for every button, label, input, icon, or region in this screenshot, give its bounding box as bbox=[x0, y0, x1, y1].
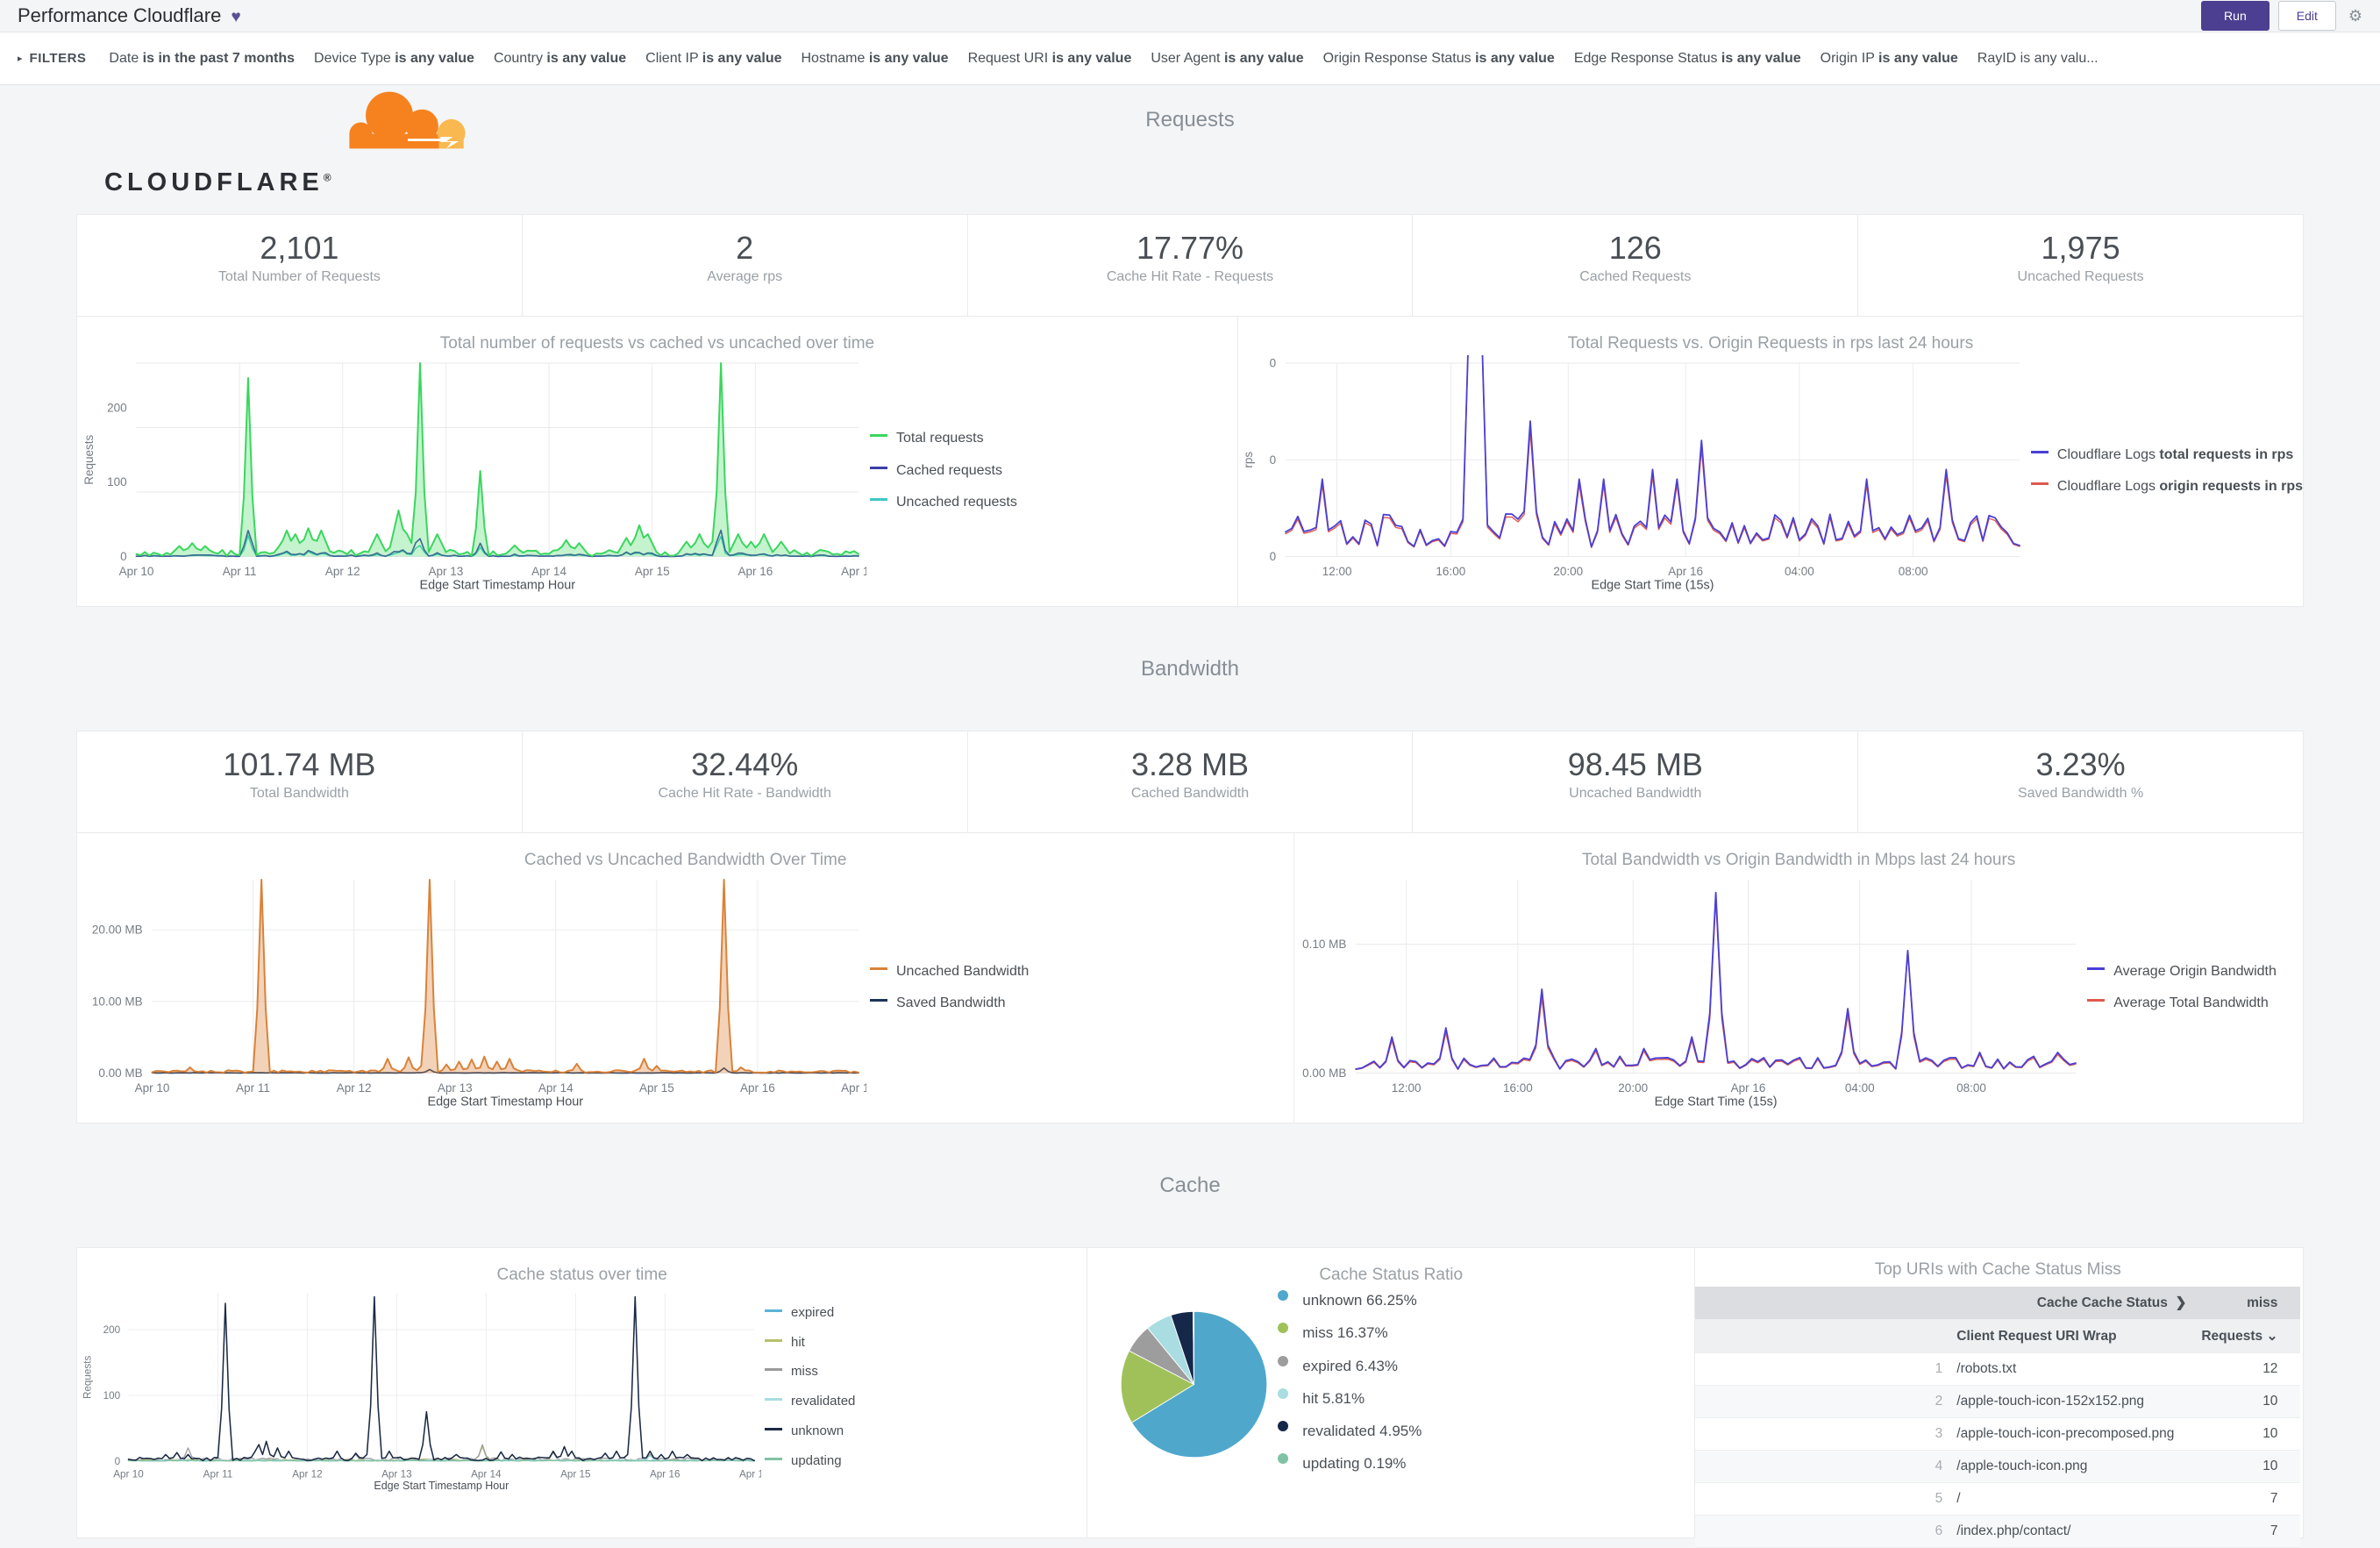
svg-text:Apr 16: Apr 16 bbox=[740, 1081, 775, 1095]
svg-text:Requests: Requests bbox=[82, 1356, 94, 1400]
svg-text:Edge Start Timestamp Hour: Edge Start Timestamp Hour bbox=[374, 1480, 509, 1492]
svg-text:Edge Start Time (15s): Edge Start Time (15s) bbox=[1655, 1095, 1778, 1109]
svg-text:100: 100 bbox=[107, 475, 127, 489]
svg-text:0.00 MB: 0.00 MB bbox=[1302, 1066, 1346, 1080]
svg-text:0: 0 bbox=[120, 550, 127, 563]
svg-text:Apr 17: Apr 17 bbox=[739, 1469, 761, 1480]
svg-text:Apr 10: Apr 10 bbox=[113, 1469, 144, 1480]
svg-text:16:00: 16:00 bbox=[1436, 565, 1465, 578]
svg-text:12:00: 12:00 bbox=[1392, 1081, 1422, 1095]
svg-text:Apr 12: Apr 12 bbox=[292, 1469, 322, 1480]
svg-text:Apr 13: Apr 13 bbox=[381, 1469, 411, 1480]
svg-text:04:00: 04:00 bbox=[1845, 1081, 1875, 1095]
svg-text:Requests: Requests bbox=[82, 434, 96, 484]
svg-text:Apr 15: Apr 15 bbox=[560, 1469, 591, 1480]
svg-text:Apr 14: Apr 14 bbox=[531, 565, 566, 578]
svg-text:0.10 MB: 0.10 MB bbox=[1302, 938, 1346, 951]
svg-text:Apr 13: Apr 13 bbox=[438, 1081, 473, 1095]
svg-text:Apr 12: Apr 12 bbox=[337, 1081, 372, 1095]
svg-text:Apr 16: Apr 16 bbox=[1731, 1081, 1766, 1095]
svg-text:Apr 11: Apr 11 bbox=[223, 565, 257, 578]
svg-text:100: 100 bbox=[103, 1390, 121, 1402]
svg-text:200: 200 bbox=[103, 1324, 121, 1336]
svg-text:Apr 16: Apr 16 bbox=[738, 565, 773, 578]
svg-text:10.00 MB: 10.00 MB bbox=[92, 995, 143, 1008]
svg-text:Apr 15: Apr 15 bbox=[639, 1081, 674, 1095]
svg-text:20:00: 20:00 bbox=[1553, 565, 1583, 578]
svg-text:Edge Start Time (15s): Edge Start Time (15s) bbox=[1591, 578, 1714, 592]
svg-text:rps: rps bbox=[1242, 452, 1255, 468]
svg-text:Apr 13: Apr 13 bbox=[429, 565, 464, 578]
svg-text:0: 0 bbox=[1270, 357, 1277, 370]
svg-text:Apr 16: Apr 16 bbox=[1668, 565, 1703, 578]
svg-text:Apr 11: Apr 11 bbox=[236, 1081, 270, 1095]
svg-text:Apr 10: Apr 10 bbox=[135, 1081, 170, 1095]
svg-text:0: 0 bbox=[1270, 550, 1277, 563]
svg-text:Apr 11: Apr 11 bbox=[203, 1469, 233, 1480]
svg-text:08:00: 08:00 bbox=[1956, 1081, 1986, 1095]
svg-text:Apr 17: Apr 17 bbox=[841, 1081, 866, 1095]
svg-text:Apr 10: Apr 10 bbox=[119, 565, 154, 578]
svg-text:Apr 17: Apr 17 bbox=[841, 565, 866, 578]
svg-text:20.00 MB: 20.00 MB bbox=[92, 924, 143, 937]
svg-text:0: 0 bbox=[115, 1456, 121, 1467]
svg-text:200: 200 bbox=[107, 401, 127, 414]
svg-text:0.00 MB: 0.00 MB bbox=[98, 1066, 142, 1080]
svg-text:Apr 12: Apr 12 bbox=[325, 565, 360, 578]
svg-text:Edge Start Timestamp Hour: Edge Start Timestamp Hour bbox=[419, 578, 575, 592]
svg-text:0: 0 bbox=[1270, 453, 1277, 467]
svg-text:20:00: 20:00 bbox=[1619, 1081, 1649, 1095]
svg-text:08:00: 08:00 bbox=[1899, 565, 1928, 578]
svg-text:Apr 15: Apr 15 bbox=[635, 565, 670, 578]
svg-text:Edge Start Timestamp Hour: Edge Start Timestamp Hour bbox=[427, 1095, 583, 1109]
svg-text:Apr 14: Apr 14 bbox=[538, 1081, 574, 1095]
svg-text:04:00: 04:00 bbox=[1785, 565, 1814, 578]
svg-text:12:00: 12:00 bbox=[1322, 565, 1352, 578]
svg-text:Apr 14: Apr 14 bbox=[471, 1469, 502, 1480]
svg-text:16:00: 16:00 bbox=[1503, 1081, 1533, 1095]
svg-text:Apr 16: Apr 16 bbox=[650, 1469, 680, 1480]
